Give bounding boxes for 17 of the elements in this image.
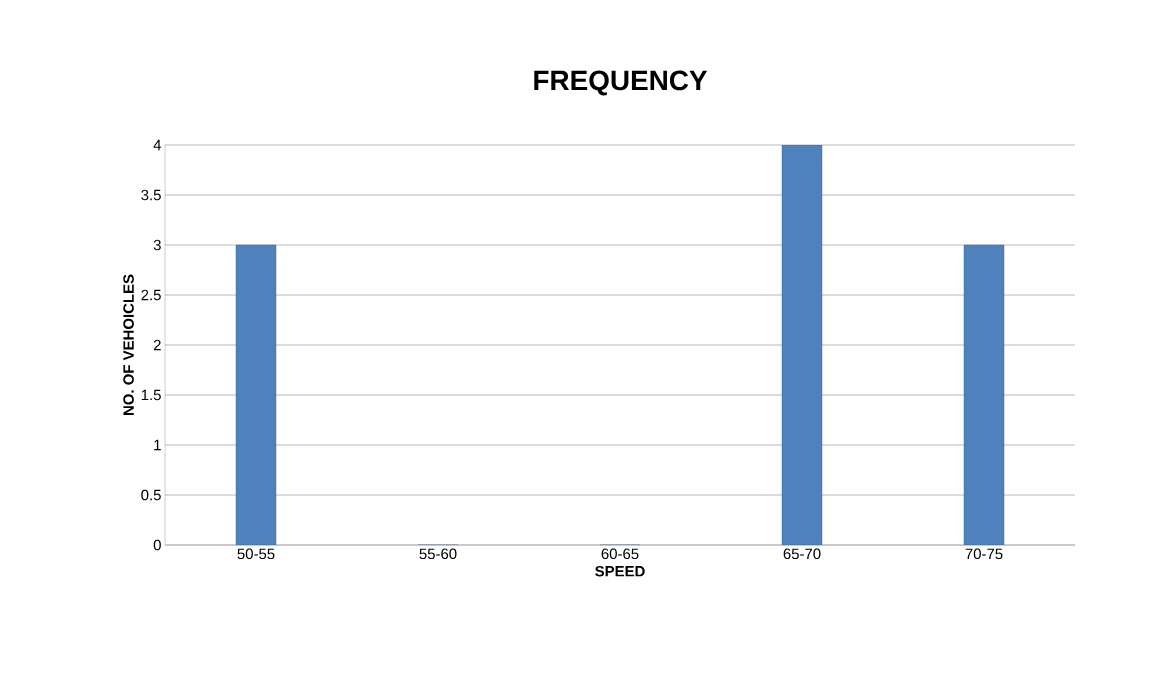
x-tick-label: 55-60 xyxy=(419,548,457,560)
y-axis-title: NO. OF VEHOICLES xyxy=(123,274,134,415)
x-axis-title: SPEED xyxy=(595,565,645,577)
y-tick-label: 2 xyxy=(153,339,161,351)
y-tick-label: 1.5 xyxy=(141,389,161,401)
y-tick-label: 1 xyxy=(154,439,161,451)
chart-title: FREQUENCY xyxy=(534,70,708,96)
y-tick-label: 3.5 xyxy=(141,189,161,201)
y-tick-label: 3 xyxy=(153,239,161,251)
y-tick-label: 4 xyxy=(153,139,162,151)
x-tick-label: 50-55 xyxy=(237,548,275,560)
x-tick-label: 70-75 xyxy=(965,548,1003,560)
y-tick-label: 0.5 xyxy=(141,489,161,501)
x-tick-label: 65-70 xyxy=(783,548,821,560)
y-tick-label: 0 xyxy=(153,539,161,551)
y-tick-label: 2.5 xyxy=(141,289,161,301)
x-tick-label: 60-65 xyxy=(601,548,639,560)
